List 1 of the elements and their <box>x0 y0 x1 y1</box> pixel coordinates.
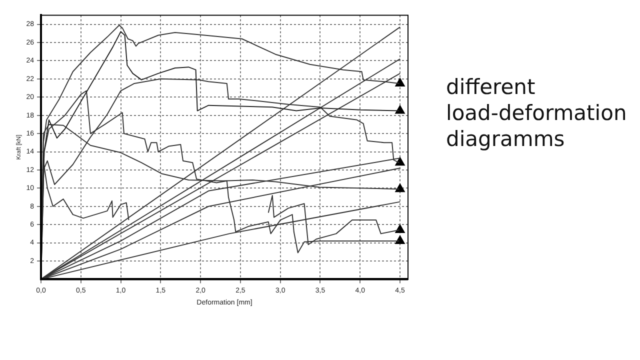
text: different load-deformation diagramms <box>446 74 627 152</box>
